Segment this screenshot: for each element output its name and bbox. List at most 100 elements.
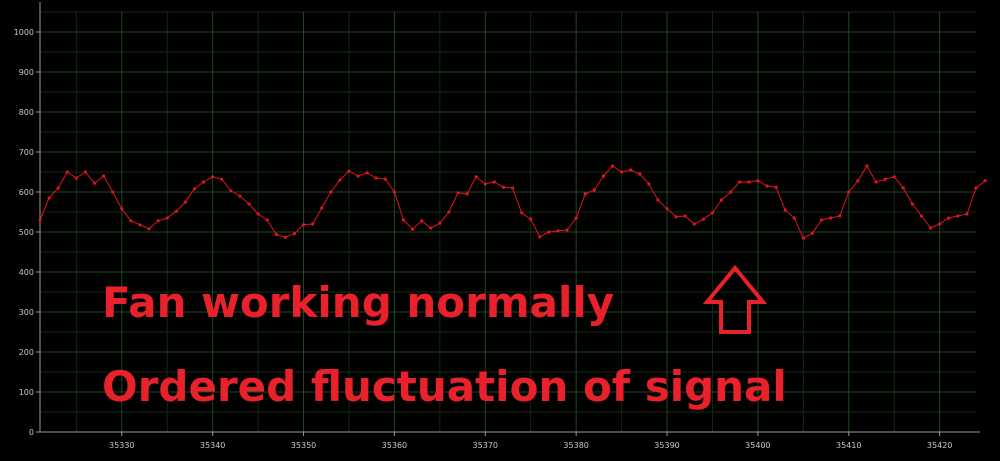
data-point bbox=[420, 219, 424, 223]
annotation-ordered-fluctuation: Ordered fluctuation of signal bbox=[102, 362, 787, 411]
axes bbox=[36, 2, 980, 436]
y-tick-label: 300 bbox=[19, 308, 34, 317]
data-point bbox=[710, 211, 715, 215]
data-point bbox=[74, 176, 78, 180]
data-point bbox=[265, 218, 269, 222]
data-point bbox=[847, 190, 851, 194]
data-point bbox=[474, 175, 478, 179]
data-point bbox=[102, 174, 106, 178]
data-point bbox=[647, 182, 651, 186]
data-point bbox=[638, 172, 642, 176]
data-point bbox=[619, 170, 624, 174]
up-arrow-annotation bbox=[702, 264, 768, 334]
data-point bbox=[783, 208, 787, 212]
data-point bbox=[392, 190, 397, 194]
data-point bbox=[156, 219, 160, 223]
data-point bbox=[947, 216, 951, 220]
data-point bbox=[111, 190, 115, 194]
x-tick-labels: 35330 35340 35350 35360 35370 35380 35390 35400… bbox=[109, 441, 952, 450]
data-point bbox=[865, 164, 869, 168]
data-point bbox=[456, 191, 460, 195]
data-point bbox=[38, 218, 42, 222]
y-tick-label: 0 bbox=[29, 428, 34, 437]
x-tick-label: 35370 bbox=[473, 441, 498, 450]
data-point bbox=[610, 164, 615, 168]
up-arrow-icon bbox=[702, 264, 768, 334]
data-point bbox=[356, 174, 360, 178]
data-point bbox=[47, 196, 51, 200]
data-point bbox=[238, 194, 242, 198]
data-point bbox=[565, 228, 569, 232]
series-line bbox=[39, 165, 986, 239]
data-point bbox=[138, 223, 142, 227]
major-grid bbox=[40, 12, 976, 432]
x-tick-label: 35410 bbox=[836, 441, 861, 450]
data-point bbox=[147, 227, 151, 231]
y-tick-label: 400 bbox=[19, 268, 34, 277]
data-point bbox=[765, 184, 769, 188]
x-tick-label: 35420 bbox=[927, 441, 952, 450]
y-tick-label: 900 bbox=[19, 68, 34, 77]
y-tick-label: 100 bbox=[19, 388, 34, 397]
data-point bbox=[883, 177, 887, 181]
x-tick-label: 35360 bbox=[382, 441, 407, 450]
data-point bbox=[683, 214, 687, 218]
y-tick-label: 1000 bbox=[14, 28, 34, 37]
y-tick-label: 800 bbox=[19, 108, 34, 117]
data-point bbox=[438, 221, 442, 225]
y-tick-label: 500 bbox=[19, 228, 34, 237]
data-point bbox=[938, 222, 942, 226]
data-point bbox=[729, 190, 733, 194]
data-point bbox=[383, 177, 387, 181]
data-point bbox=[410, 227, 415, 231]
data-point bbox=[838, 214, 842, 218]
data-point bbox=[320, 206, 324, 210]
data-point bbox=[701, 217, 705, 221]
data-point bbox=[211, 175, 215, 179]
data-point bbox=[856, 179, 860, 183]
y-tick-label: 200 bbox=[19, 348, 34, 357]
data-point bbox=[220, 177, 224, 181]
data-point bbox=[501, 185, 506, 189]
data-point bbox=[129, 219, 133, 223]
data-point bbox=[165, 216, 169, 220]
data-point bbox=[810, 231, 815, 235]
annotation-fan-normal: Fan working normally bbox=[102, 278, 615, 327]
data-point bbox=[874, 180, 878, 184]
data-point bbox=[801, 236, 805, 240]
data-point bbox=[974, 186, 978, 190]
data-point bbox=[401, 218, 406, 222]
minor-grid bbox=[40, 11, 976, 432]
data-point bbox=[374, 176, 378, 180]
data-point bbox=[910, 202, 914, 206]
y-tick-label: 700 bbox=[19, 148, 34, 157]
data-point bbox=[656, 198, 660, 202]
data-point bbox=[429, 226, 433, 230]
data-point bbox=[83, 170, 88, 174]
data-point bbox=[192, 187, 197, 191]
data-point bbox=[819, 218, 824, 222]
data-point bbox=[529, 217, 533, 221]
data-point bbox=[201, 180, 206, 184]
data-point bbox=[829, 216, 833, 220]
data-point bbox=[311, 222, 315, 226]
data-point bbox=[738, 180, 742, 184]
x-tick-label: 35340 bbox=[200, 441, 225, 450]
data-point bbox=[483, 182, 487, 186]
data-point bbox=[747, 180, 751, 184]
data-point bbox=[928, 226, 933, 230]
data-point bbox=[956, 214, 960, 218]
data-point bbox=[574, 216, 578, 220]
data-point bbox=[65, 170, 69, 174]
x-tick-label: 35390 bbox=[654, 441, 679, 450]
data-point bbox=[256, 212, 260, 216]
data-point bbox=[538, 235, 542, 239]
data-point bbox=[56, 186, 60, 190]
x-tick-label: 35400 bbox=[745, 441, 770, 450]
data-point bbox=[674, 215, 678, 219]
data-point bbox=[592, 188, 596, 192]
data-point bbox=[329, 190, 333, 194]
data-point bbox=[665, 207, 669, 211]
data-point bbox=[229, 189, 233, 193]
